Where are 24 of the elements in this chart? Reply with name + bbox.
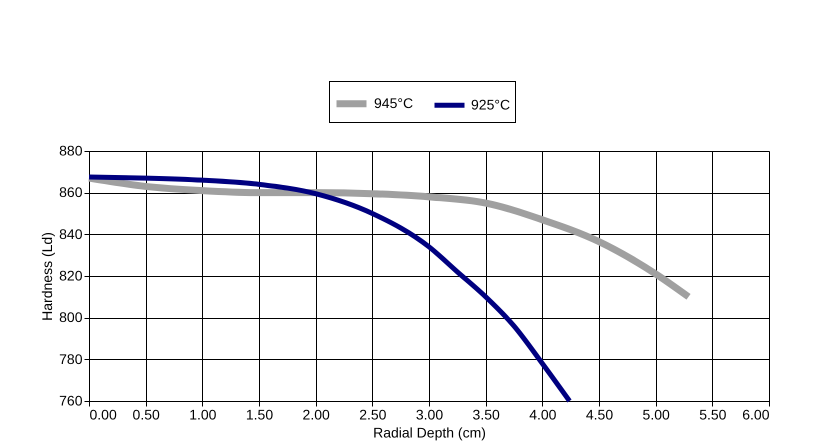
- x-tick-label: 1.00: [189, 406, 217, 422]
- x-tick-label: 3.50: [472, 406, 500, 422]
- y-tick-label: 860: [59, 184, 83, 200]
- y-tick-label: 820: [59, 268, 83, 284]
- legend-label: 945°C: [374, 94, 414, 111]
- x-tick-label: 3.00: [416, 406, 444, 422]
- x-tick-label: 4.00: [529, 406, 557, 422]
- y-tick-label: 760: [59, 392, 83, 408]
- y-tick-label: 880: [59, 142, 83, 158]
- x-axis-title: Radial Depth (cm): [373, 424, 486, 440]
- x-tick-label: 2.00: [302, 406, 330, 422]
- y-tick-label: 780: [59, 350, 83, 367]
- x-tick-label: 5.50: [699, 406, 727, 422]
- y-tick-label: 840: [59, 226, 83, 242]
- x-tick-label: 1.50: [246, 406, 274, 422]
- x-tick-label: 6.00: [742, 406, 770, 422]
- x-tick-label: 4.50: [586, 406, 614, 422]
- y-tick-label: 800: [59, 309, 83, 326]
- y-axis-title: Hardness (Ld): [39, 232, 56, 321]
- legend-label: 925°C: [471, 96, 510, 112]
- x-tick-label: 0.50: [132, 406, 160, 422]
- x-tick-label: 2.50: [359, 406, 387, 422]
- x-tick-label: 5.00: [642, 406, 670, 422]
- x-tick-label: 0.00: [90, 406, 117, 422]
